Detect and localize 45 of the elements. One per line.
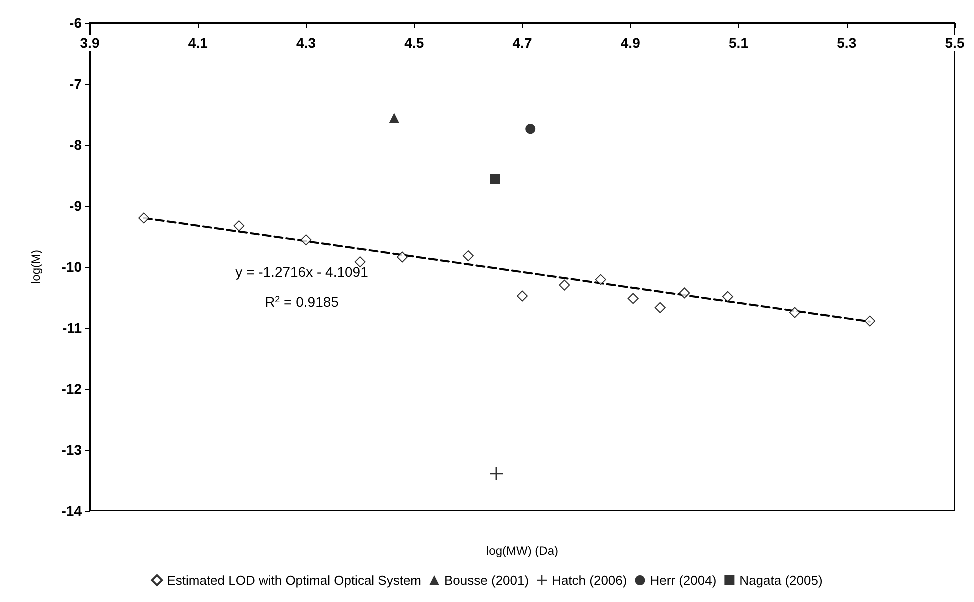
- point: [462, 250, 474, 262]
- point: [396, 252, 408, 263]
- point: [722, 291, 734, 302]
- x-tick-label: 5.5: [945, 35, 965, 51]
- point: [517, 290, 528, 302]
- y-tick-label: -10: [62, 259, 82, 275]
- x-tick-label: 4.1: [188, 35, 208, 51]
- y-tick-label: -8: [70, 137, 82, 153]
- x-axis-title: log(MW) (Da): [486, 544, 558, 558]
- y-tick-label: -12: [62, 381, 82, 397]
- x-tick-label: 4.3: [296, 35, 316, 51]
- legend-label: Bousse (2001): [444, 573, 530, 588]
- point: [679, 288, 690, 299]
- point: [526, 124, 536, 134]
- point: [300, 234, 312, 246]
- x-tick-label: 5.1: [729, 35, 749, 51]
- point: [138, 212, 150, 224]
- x-tick-label: 4.5: [404, 35, 424, 51]
- point: [628, 293, 639, 304]
- x-tick-label: 5.3: [837, 35, 857, 51]
- y-tick-label: -14: [62, 503, 82, 519]
- y-tick-label: -9: [70, 198, 82, 214]
- legend-label: Herr (2004): [650, 573, 717, 588]
- point: [490, 174, 500, 184]
- point: [389, 113, 400, 124]
- y-tick-label: -6: [70, 15, 82, 31]
- legend-label: Hatch (2006): [552, 573, 628, 588]
- legend-label: Nagata (2005): [740, 573, 823, 588]
- legend-label: Estimated LOD with Optimal Optical System: [167, 573, 422, 588]
- point: [789, 307, 800, 318]
- y-tick-label: -13: [62, 442, 82, 458]
- x-tick-label: 4.9: [620, 35, 641, 51]
- point: [559, 280, 570, 291]
- x-tick-label: 4.7: [512, 35, 532, 51]
- point: [354, 256, 366, 268]
- annotation: y = -1.2716x - 4.1091: [236, 264, 369, 280]
- point: [654, 302, 666, 314]
- point: [595, 274, 606, 286]
- point: [490, 467, 504, 480]
- y-tick-label: -7: [70, 76, 82, 92]
- y-tick-label: -11: [62, 320, 82, 336]
- y-axis-title: log(M): [29, 250, 43, 284]
- x-tick-label: 3.9: [80, 35, 100, 51]
- point: [234, 220, 245, 232]
- point: [864, 316, 876, 327]
